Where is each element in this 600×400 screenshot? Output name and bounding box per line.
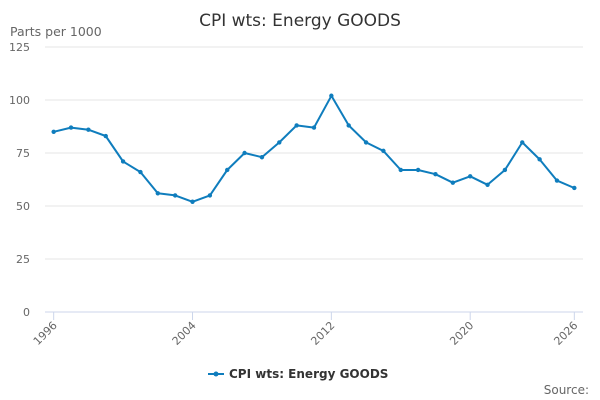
data-point[interactable]: [363, 140, 369, 145]
y-tick-label: 125: [9, 41, 30, 54]
data-point[interactable]: [207, 193, 213, 198]
grid-lines: [45, 46, 583, 313]
x-tick-label: 2026: [551, 319, 580, 348]
data-point[interactable]: [51, 129, 56, 134]
data-point[interactable]: [537, 157, 542, 162]
data-point[interactable]: [68, 125, 74, 130]
chart-title: CPI wts: Energy GOODS: [199, 11, 401, 31]
x-tick-label: 2020: [447, 319, 476, 348]
y-tick-label: 75: [16, 147, 30, 160]
data-point[interactable]: [554, 178, 560, 183]
x-tick-labels: 1996 2004 2012 2020 2026: [31, 312, 580, 348]
data-point[interactable]: [277, 140, 282, 145]
data-point[interactable]: [311, 125, 317, 130]
data-point[interactable]: [138, 169, 143, 175]
y-axis-label: Parts per 1000: [10, 24, 102, 39]
data-point[interactable]: [346, 123, 351, 128]
data-point[interactable]: [172, 193, 178, 198]
data-point[interactable]: [190, 199, 195, 204]
data-point[interactable]: [86, 127, 91, 132]
y-tick-label: 50: [16, 200, 30, 213]
data-point[interactable]: [259, 155, 265, 160]
data-point[interactable]: [294, 123, 299, 128]
data-point[interactable]: [520, 140, 525, 145]
data-point[interactable]: [225, 167, 230, 173]
data-point[interactable]: [450, 180, 456, 185]
source-label: Source:: [544, 383, 589, 397]
legend[interactable]: CPI wts: Energy GOODS: [208, 367, 388, 381]
data-point[interactable]: [329, 93, 334, 98]
legend-marker-icon: [213, 371, 219, 377]
data-point[interactable]: [103, 133, 108, 139]
data-point[interactable]: [381, 148, 386, 154]
x-tick-label: 2004: [170, 319, 199, 348]
y-tick-label: 100: [9, 94, 30, 107]
data-point[interactable]: [415, 167, 421, 173]
y-tick-labels: 0 25 50 75 100 125: [9, 41, 30, 319]
y-tick-label: 25: [16, 253, 30, 266]
series-layer: [51, 93, 577, 204]
series-line: [53, 94, 575, 203]
data-point[interactable]: [502, 167, 508, 173]
data-point[interactable]: [467, 174, 473, 179]
data-point[interactable]: [572, 185, 577, 191]
x-tick-label: 1996: [31, 319, 60, 348]
legend-label: CPI wts: Energy GOODS: [229, 367, 388, 381]
data-point[interactable]: [155, 191, 161, 196]
data-point[interactable]: [242, 150, 247, 156]
x-tick-label: 2012: [308, 319, 337, 348]
data-point[interactable]: [433, 172, 438, 177]
data-point[interactable]: [398, 167, 403, 173]
data-point[interactable]: [485, 182, 490, 187]
y-tick-label: 0: [23, 306, 30, 319]
data-point[interactable]: [120, 159, 126, 164]
